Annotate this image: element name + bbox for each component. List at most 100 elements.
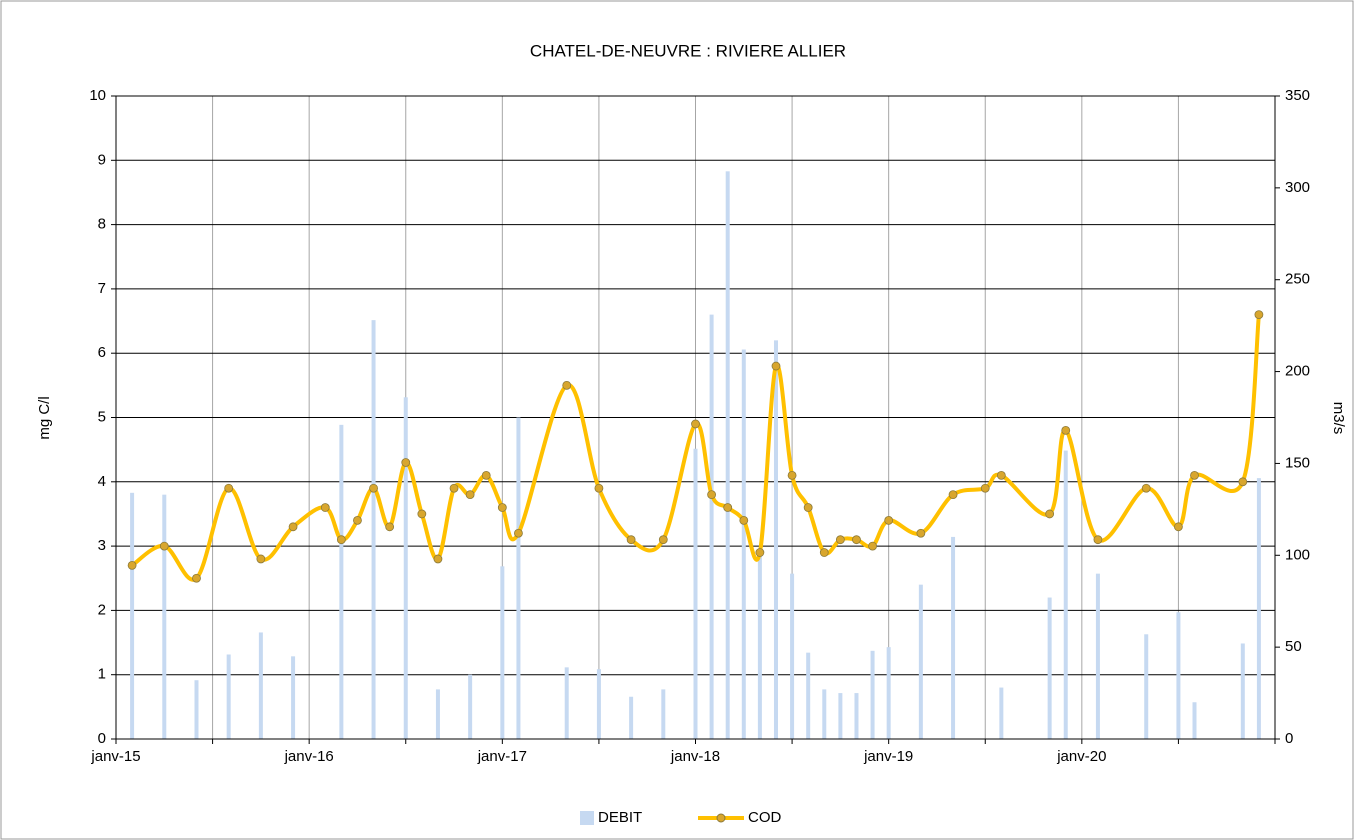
bar [951, 536, 956, 739]
marker [787, 470, 797, 480]
marker [562, 380, 572, 390]
bar [918, 584, 923, 739]
y-tick-label: 5 [98, 408, 106, 425]
marker [1190, 470, 1199, 480]
marker [353, 515, 362, 525]
bar [291, 656, 296, 739]
bar [596, 669, 601, 739]
bar [870, 650, 875, 739]
x-tick-label: janv-17 [477, 748, 527, 765]
bar [371, 320, 376, 739]
marker [369, 483, 378, 493]
marker [1141, 483, 1151, 493]
x-tick-label: janv-15 [90, 748, 140, 765]
y-tick-label: 1 [98, 666, 106, 683]
marker [1045, 509, 1055, 519]
marker [320, 503, 330, 512]
bar [258, 632, 263, 739]
y-tick-label: 4 [98, 473, 106, 490]
marker [755, 548, 765, 557]
y2-tick-label: 0 [1285, 730, 1293, 747]
marker [594, 483, 604, 493]
marker [385, 522, 395, 532]
bar [693, 448, 698, 739]
bar [725, 171, 730, 739]
bar [757, 555, 762, 739]
marker [1174, 522, 1183, 532]
bar [435, 689, 440, 739]
bar [339, 424, 344, 739]
marker [835, 535, 845, 545]
marker [803, 503, 813, 512]
bar [226, 654, 231, 739]
bar [194, 680, 199, 739]
bar [1063, 450, 1068, 739]
marker [884, 515, 894, 525]
marker [224, 483, 234, 493]
y-tick-label: 6 [98, 344, 106, 361]
marker [1238, 477, 1248, 487]
marker [868, 541, 877, 551]
marker [417, 509, 427, 519]
marker [739, 515, 749, 525]
y-tick-label: 9 [98, 151, 106, 168]
bar [403, 397, 408, 739]
y-tick-label: 2 [98, 601, 106, 618]
marker [465, 490, 475, 500]
marker [288, 522, 298, 532]
marker [626, 535, 636, 545]
marker [336, 535, 346, 545]
bar [806, 652, 811, 739]
y-tick-label: 10 [89, 87, 106, 104]
marker [433, 554, 443, 564]
bar [661, 689, 666, 739]
bar [709, 314, 714, 739]
legend-swatch [580, 811, 594, 825]
bar [886, 647, 891, 739]
legend-label: DEBIT [598, 809, 642, 826]
marker [691, 419, 700, 429]
marker [1061, 425, 1071, 435]
y2-tick-label: 100 [1285, 546, 1310, 563]
x-tick-label: janv-19 [863, 748, 913, 765]
bar [854, 693, 859, 739]
marker [819, 548, 829, 557]
bar [1240, 643, 1245, 739]
marker [159, 541, 169, 551]
bar [468, 674, 473, 739]
y-tick-label: 3 [98, 537, 106, 554]
x-tick-label: janv-16 [284, 748, 334, 765]
x-tick-label: janv-18 [670, 748, 720, 765]
marker [771, 361, 781, 371]
marker [707, 490, 716, 500]
bar [516, 417, 521, 739]
marker [449, 483, 459, 493]
legend-label: COD [748, 809, 782, 826]
bar [1095, 573, 1100, 739]
marker [401, 458, 411, 467]
marker [514, 528, 523, 538]
bar [790, 573, 795, 739]
y-axis-label: mg C/l [36, 396, 53, 439]
chart-title: CHATEL-DE-NEUVRE : RIVIERE ALLIER [530, 41, 846, 60]
y2-tick-label: 300 [1285, 179, 1310, 196]
y2-tick-label: 50 [1285, 638, 1302, 655]
marker [916, 528, 926, 538]
y2-tick-label: 150 [1285, 454, 1310, 471]
marker [256, 554, 266, 564]
marker [852, 535, 861, 545]
marker [1093, 535, 1103, 545]
bar [500, 566, 505, 739]
bar [1144, 634, 1149, 739]
y2-axis-label: m3/s [1330, 402, 1347, 435]
bar [773, 340, 778, 739]
marker [481, 470, 491, 480]
legend-swatch [716, 813, 726, 823]
marker [980, 483, 990, 493]
bar [564, 667, 569, 739]
y-tick-label: 8 [98, 216, 106, 233]
x-tick-label: janv-20 [1056, 748, 1106, 765]
marker [996, 470, 1006, 480]
